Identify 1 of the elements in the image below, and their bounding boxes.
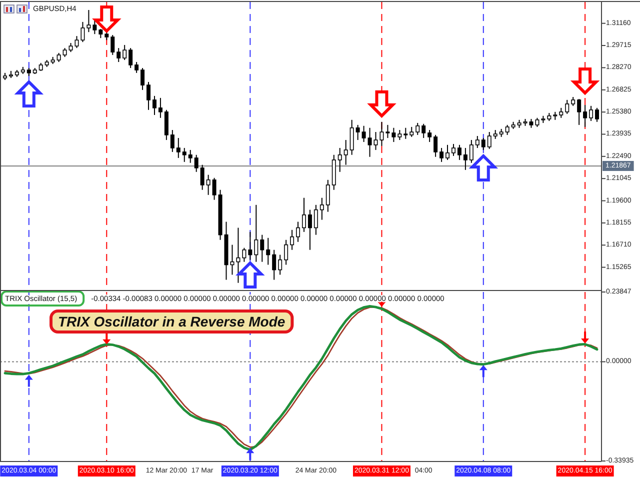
annotation: TRIX Oscillator in a Reverse Mode xyxy=(58,314,286,330)
